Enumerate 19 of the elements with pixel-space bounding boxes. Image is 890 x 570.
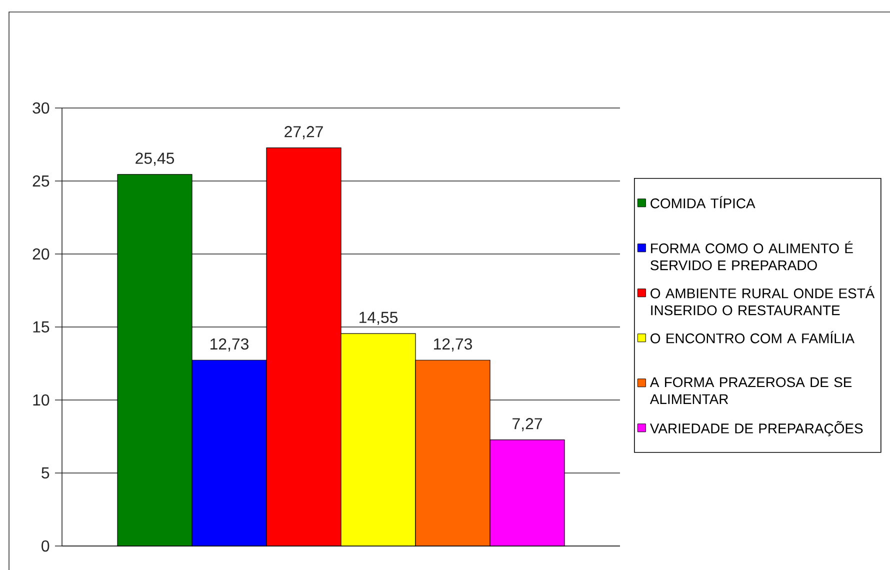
legend-label: O AMBIENTE RURAL ONDE ESTÁ INSERIDO O RESTAURANTE bbox=[650, 286, 875, 316]
legend-label: COMIDA TÍPICA bbox=[650, 196, 756, 208]
y-tick-label: 20 bbox=[32, 248, 50, 260]
data-label: 25,45 bbox=[136, 152, 174, 166]
legend-label: FORMA COMO O ALIMENTO É SERVIDO E PREPARADO bbox=[650, 241, 853, 270]
data-label: 14,55 bbox=[360, 312, 398, 325]
y-tick-label: 0 bbox=[42, 540, 50, 552]
y-tick-label: 30 bbox=[32, 102, 50, 114]
legend-label: VARIEDADE DE PREPARAÇÕES bbox=[650, 421, 863, 436]
data-label: 7,27 bbox=[512, 418, 542, 432]
data-label: 12,73 bbox=[434, 338, 472, 352]
data-label: 12,73 bbox=[210, 338, 248, 352]
legend-label: A FORMA PRAZEROSA DE SE ALIMENTAR bbox=[650, 377, 852, 404]
y-tick-label: 25 bbox=[32, 175, 50, 187]
legend-label: O ENCONTRO COM A FAMÍLIA bbox=[650, 331, 854, 344]
data-label: 27,27 bbox=[284, 126, 323, 140]
y-tick-label: 15 bbox=[33, 321, 50, 333]
y-tick-label: 10 bbox=[33, 394, 50, 406]
y-tick-label: 5 bbox=[42, 467, 50, 479]
